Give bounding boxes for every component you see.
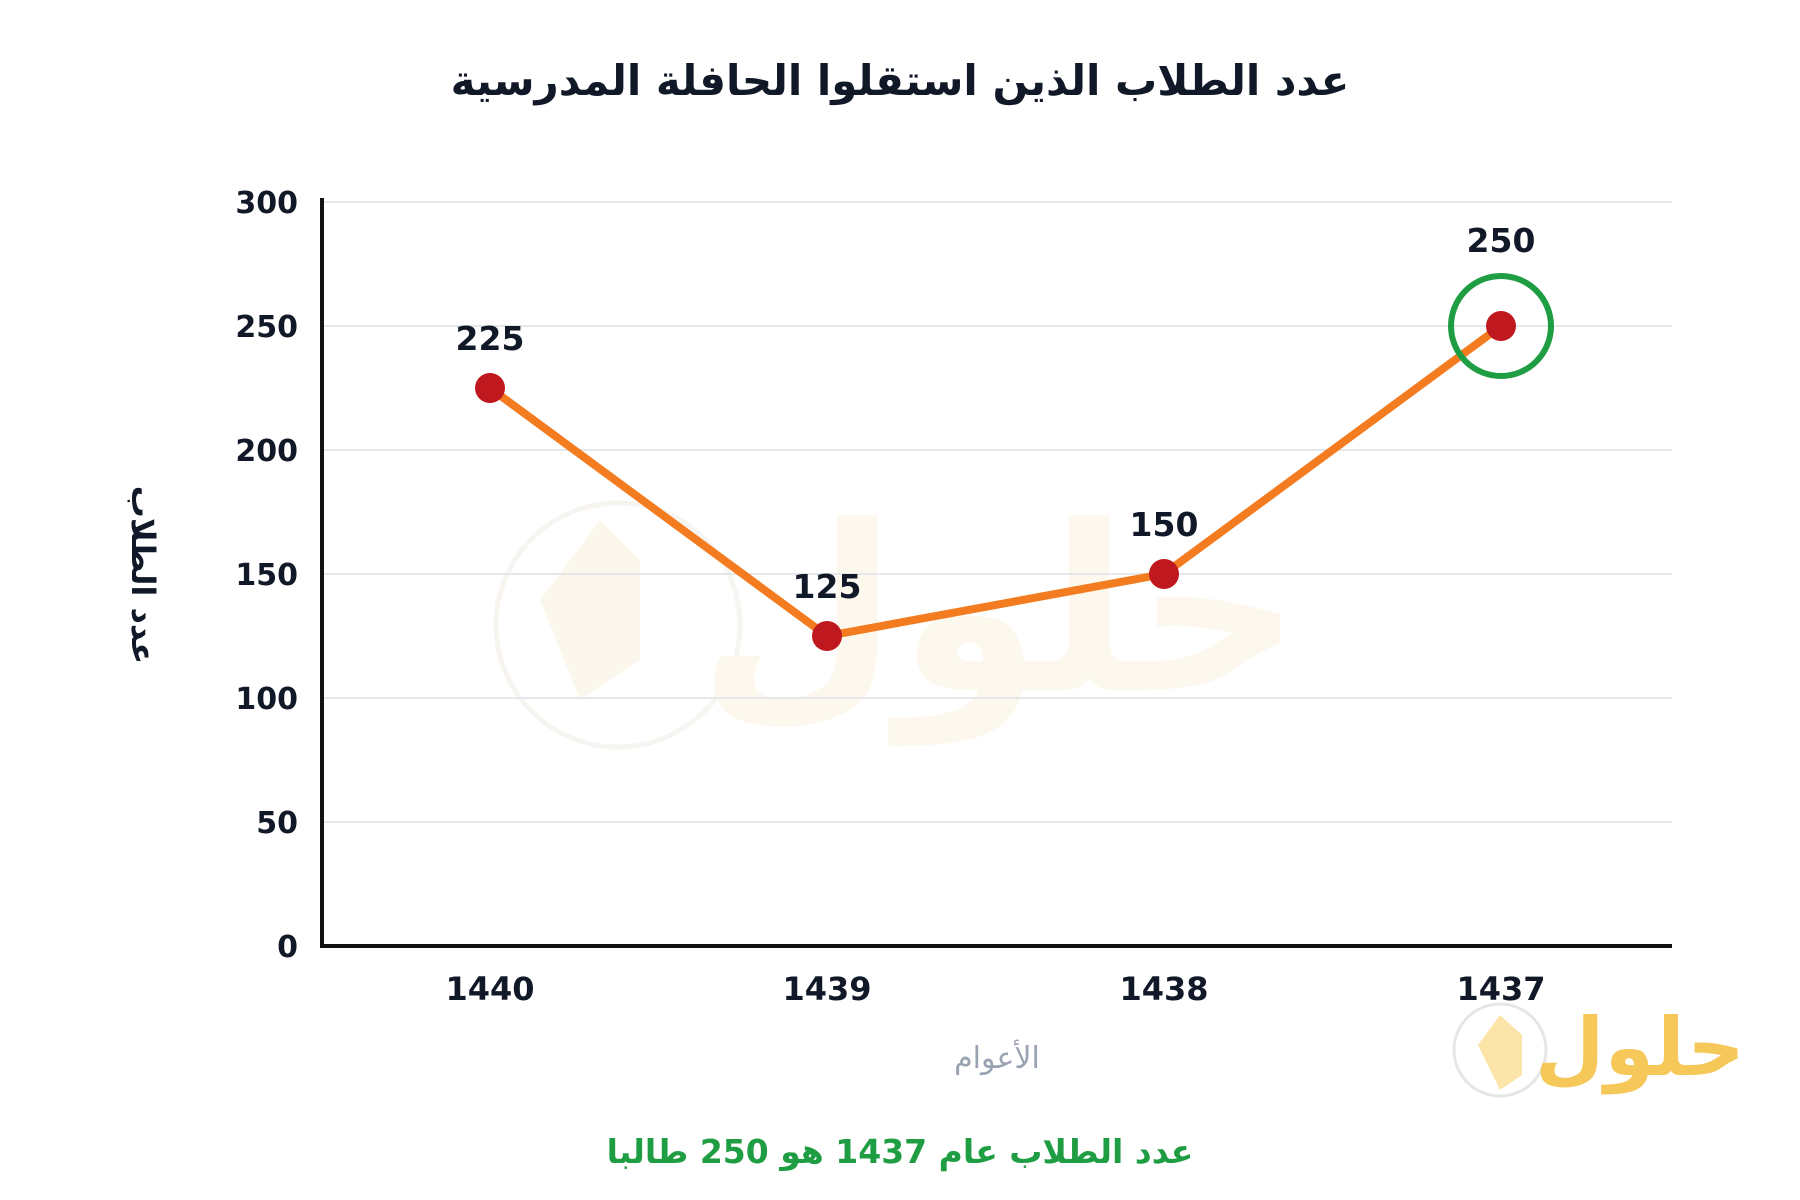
- x-axis-label: الأعوام: [954, 1038, 1040, 1076]
- x-tick-label: 1438: [1119, 970, 1208, 1008]
- caption: عدد الطلاب عام 1437 هو 250 طالبا: [607, 1132, 1194, 1172]
- y-axis-label: عدد الطلاب: [124, 486, 162, 665]
- y-axis-ticks: 0 50 100 150 200 250 300: [235, 186, 298, 965]
- y-tick-label: 150: [235, 558, 298, 593]
- y-tick-label: 250: [235, 310, 298, 345]
- data-point: [475, 373, 505, 403]
- x-tick-label: 1437: [1456, 970, 1545, 1008]
- y-tick-label: 300: [235, 186, 298, 221]
- x-tick-label: 1440: [445, 970, 534, 1008]
- data-label: 250: [1467, 221, 1536, 260]
- chart-title: عدد الطلاب الذين استقلوا الحافلة المدرسي…: [451, 56, 1350, 106]
- corner-book-icon: [1478, 1015, 1522, 1090]
- y-tick-label: 50: [256, 806, 298, 841]
- series-line: [486, 322, 1505, 640]
- corner-logo: حلول: [1452, 1001, 1745, 1098]
- watermark-book-icon: [540, 520, 640, 700]
- x-axis-ticks: 1440 1439 1438 1437: [445, 970, 1545, 1008]
- data-label: 225: [456, 319, 525, 358]
- data-label: 125: [793, 567, 862, 606]
- data-point: [1486, 311, 1516, 341]
- data-labels: 225 125 150 250: [456, 221, 1536, 606]
- y-tick-label: 0: [277, 930, 298, 965]
- corner-logo-text: حلول: [1535, 1001, 1745, 1095]
- data-point: [812, 621, 842, 651]
- highlight-circle: [1448, 273, 1554, 379]
- data-point: [1149, 559, 1179, 589]
- data-label: 150: [1130, 505, 1199, 544]
- data-points: [475, 311, 1516, 651]
- x-tick-label: 1439: [782, 970, 871, 1008]
- y-tick-label: 200: [235, 434, 298, 469]
- watermark-logo-icon: [493, 500, 743, 750]
- y-tick-label: 100: [235, 682, 298, 717]
- grid-lines: [322, 201, 1672, 823]
